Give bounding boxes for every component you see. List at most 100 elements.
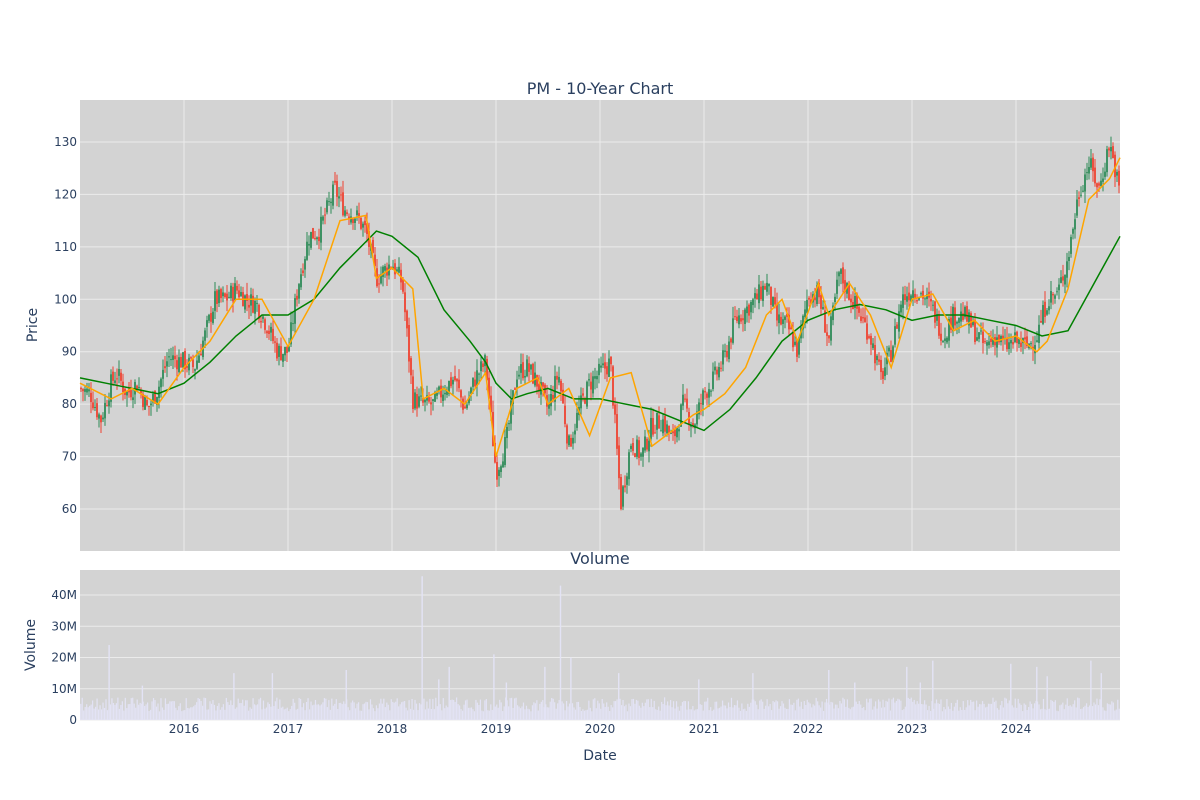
volume-bar [426,701,428,720]
volume-bar [466,699,468,720]
volume-bar [916,701,918,720]
candle-body [384,266,386,271]
volume-bar [513,698,516,720]
candle-body [742,318,744,321]
volume-bar [155,706,158,720]
volume-bar [111,698,113,720]
volume-bar [903,709,905,720]
volume-bar [485,699,487,720]
candle-body [156,397,158,405]
candle-body [178,357,180,372]
volume-bar [213,704,216,720]
volume-bar [765,705,767,720]
candle-body [514,388,516,390]
volume-spike-bar [854,682,856,720]
volume-bar [141,703,143,720]
volume-bar [439,704,441,720]
candle-body [752,299,754,306]
candle-body [372,239,374,253]
candle-body [364,220,366,226]
volume-bar [459,705,461,720]
candle-body [106,405,108,407]
volume-y-tick-label: 20M [51,651,77,665]
volume-bar [724,705,727,720]
volume-bar [999,705,1001,720]
candle-body [1050,291,1052,303]
volume-bar [1103,710,1105,720]
candle-body [660,430,662,432]
volume-bar [1102,707,1104,720]
volume-bar [298,698,300,720]
candle-body [686,398,688,409]
volume-bar [1031,703,1033,720]
volume-bar [904,706,906,720]
volume-bar [149,709,152,720]
volume-bar [286,707,288,720]
candle-body [232,286,234,302]
volume-bar [191,707,193,720]
candle-body [146,400,148,406]
volume-bar [280,707,282,720]
volume-bar [338,702,340,720]
candle-body [706,393,708,398]
volume-bar [747,703,749,720]
volume-bar [699,704,701,720]
volume-bar [1011,705,1013,720]
volume-bar [209,701,211,720]
volume-bar [600,708,602,720]
candle-body [592,376,594,394]
candle-body [166,361,168,367]
candle-body [292,323,294,325]
volume-bar [127,704,129,720]
volume-bar [236,707,238,720]
volume-bar [729,707,731,720]
volume-bar [456,697,458,720]
volume-bar [649,707,651,720]
volume-spike-bar [559,585,562,720]
volume-bar [625,704,627,720]
candle-body [772,296,774,307]
volume-bar [415,703,418,720]
candle-body [418,396,420,407]
volume-bar [201,705,204,720]
candle-body [670,432,672,434]
volume-bar [374,711,376,720]
candle-body [136,385,138,391]
volume-bar [245,700,247,720]
volume-y-tick-labels: 0 10M 20M 30M 40M [51,588,77,727]
candle-body [680,404,682,427]
volume-bar [866,698,868,720]
volume-bar [490,704,492,720]
candle-body [236,285,238,291]
candle-body [436,392,438,396]
candle-body [222,292,224,297]
candle-body [1078,197,1080,199]
candle-body [604,362,606,369]
volume-y-tick-label: 10M [51,682,77,696]
volume-bar [842,697,844,720]
candle-body [1106,149,1108,173]
volume-spike-bar [233,673,235,720]
volume-bar [750,702,752,720]
date-x-tick-label: 2021 [689,722,720,736]
candle-body [880,359,882,373]
candle-body [126,391,128,396]
candle-body [668,425,670,434]
volume-bar [1108,704,1110,720]
volume-bar [1069,705,1071,720]
price-y-tick-label: 70 [62,450,77,464]
volume-bar [1060,704,1062,720]
volume-bar [357,702,360,720]
volume-bar [457,704,459,720]
candle-body [618,445,620,479]
volume-bar [717,708,719,720]
volume-bar [240,703,242,720]
volume-bar [897,698,899,720]
candle-body [682,394,684,406]
candle-body [746,306,748,314]
volume-bar [320,704,323,720]
volume-bar [934,703,936,720]
candle-body [792,331,794,348]
volume-bar [561,701,563,720]
volume-bar [1068,706,1070,720]
